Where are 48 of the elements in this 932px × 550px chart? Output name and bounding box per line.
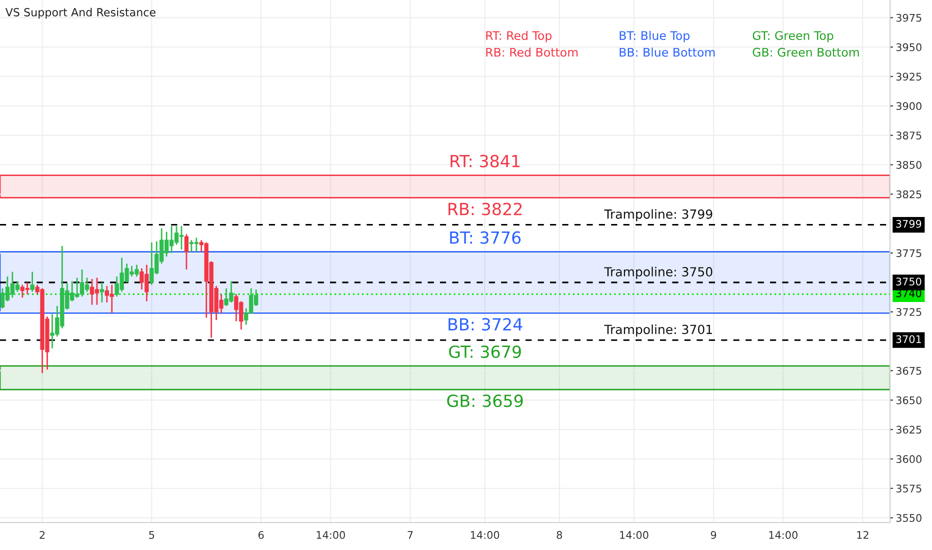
x-tick-label: 14:00 [316, 531, 345, 539]
annotation: BB: 3724 [448, 318, 522, 331]
y-tick-label: 3850 [896, 160, 922, 169]
x-tick-label: 8 [556, 531, 562, 539]
text: 3750 [896, 278, 922, 286]
y-tick-label: 3825 [896, 190, 922, 198]
y-tick-label: 3575 [896, 484, 922, 492]
candlestick [100, 282, 104, 304]
y-tick-label: 3725 [896, 308, 922, 316]
text: 3701 [896, 335, 921, 344]
y-tick-label: 3975 [896, 14, 922, 22]
x-tick-label: 6 [258, 531, 264, 539]
text: VS Support And Resistance [5, 8, 156, 19]
annotation: RT: 3841 [450, 154, 520, 168]
annotation: BB: Blue Bottom [620, 48, 715, 57]
x-tick-label: 14:00 [769, 531, 798, 539]
ref-line-label: Trampoline: 3799 [604, 209, 712, 222]
annotation: RB: Red Bottom [486, 48, 578, 57]
ref-line-label: Trampoline: 3750 [604, 266, 712, 279]
annotation: GT: 3679 [449, 345, 521, 358]
annotation: GT: Green Top [752, 31, 834, 42]
x-tick-label: 7 [408, 531, 413, 539]
y-tick-label: 3600 [896, 455, 922, 464]
y-tick-label: 3650 [896, 396, 922, 404]
annotation: BT: Blue Top [620, 30, 690, 42]
y-tick-label: 3875 [896, 132, 922, 140]
annotation: GB: Green Bottom [752, 48, 859, 57]
candlestick [184, 233, 189, 270]
annotation: BT: 3776 [450, 231, 521, 244]
text: 3799 [896, 220, 922, 228]
annotation: GB: 3659 [447, 394, 523, 408]
y-tick-label: 3775 [896, 249, 922, 258]
y-tick-label: 3550 [896, 514, 922, 522]
x-tick-label: 14:00 [470, 531, 500, 539]
y-tick-label: 3900 [896, 102, 922, 110]
x-tick-label: 14:00 [620, 531, 648, 539]
ref-line-label: Trampoline: 3701 [604, 324, 712, 337]
y-tick-label: 3625 [896, 426, 922, 434]
x-tick-label: 12 [857, 531, 868, 539]
y-tick-label: 3675 [896, 366, 922, 375]
x-tick-label: 9 [710, 531, 716, 539]
y-tick-label: 3950 [896, 43, 922, 52]
annotation: RT: Red Top [486, 30, 552, 42]
x-tick-label: 2 [40, 531, 45, 539]
candlestick [30, 271, 34, 293]
x-tick-label: 5 [149, 531, 154, 539]
annotation: RB: 3822 [448, 202, 522, 216]
y-tick-label: 3925 [896, 72, 922, 81]
